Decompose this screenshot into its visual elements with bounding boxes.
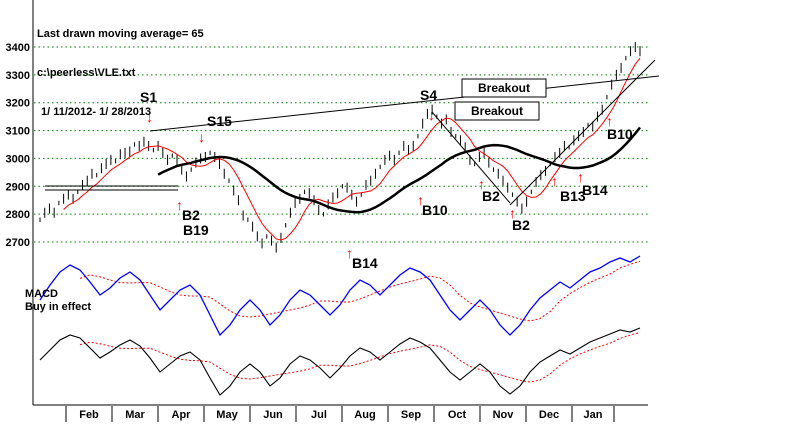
month-label-sep: Sep xyxy=(401,409,421,421)
svg-text:Breakout: Breakout xyxy=(478,81,530,95)
y-axis-labels: 3400 3300 3200 3100 3000 2900 2800 2700 xyxy=(6,42,30,249)
month-label-aug: Aug xyxy=(354,409,375,421)
price-gridlines xyxy=(34,46,648,243)
svg-text:3400: 3400 xyxy=(6,42,30,54)
month-label-jul: Jul xyxy=(311,409,327,421)
axes xyxy=(32,0,648,406)
signal-label-b2: B2 xyxy=(512,217,530,233)
month-label-dec: Dec xyxy=(539,409,559,421)
svg-text:Breakout: Breakout xyxy=(471,104,523,118)
buy-arrow-icon: ↑ xyxy=(577,169,584,185)
trendlines xyxy=(45,59,660,206)
signal-label-s4: S4 xyxy=(420,87,437,103)
signal-label-s15: S15 xyxy=(207,113,232,129)
header-moving-average-line: Last drawn moving average= 65 xyxy=(37,28,204,40)
signal-label-s1: S1 xyxy=(140,89,157,105)
buy-arrow-icon: ↑ xyxy=(606,113,613,129)
macd-label: MACD xyxy=(25,288,58,300)
buy-arrow-icon: ↑ xyxy=(417,192,424,208)
month-axis: Feb Mar Apr May Jun Jul Aug Sep Oct Nov Dec Jan xyxy=(65,406,615,422)
breakout-callouts: Breakout Breakout xyxy=(454,78,547,121)
breakout-box xyxy=(461,78,547,98)
moving-average-lines xyxy=(63,57,641,241)
month-label-mar: Mar xyxy=(125,409,145,421)
signal-label-b14: B14 xyxy=(582,182,608,198)
buy-arrow-icon: ↑ xyxy=(551,173,558,189)
buy-arrow-icon: ↑ xyxy=(509,205,516,221)
signal-label-b10: B10 xyxy=(422,202,448,218)
month-label-feb: Feb xyxy=(79,409,99,421)
signal-label-b14: B14 xyxy=(352,255,378,271)
svg-text:3100: 3100 xyxy=(6,126,30,138)
signal-label-b2: B2 xyxy=(482,188,500,204)
sell-arrow-icon: ↓ xyxy=(428,107,435,123)
sell-arrow-icon: ↓ xyxy=(198,129,205,145)
breakout-box xyxy=(454,101,540,121)
month-label-jan: Jan xyxy=(584,409,603,421)
svg-text:3300: 3300 xyxy=(6,70,30,82)
month-label-nov: Nov xyxy=(493,409,515,421)
svg-text:3000: 3000 xyxy=(6,153,30,165)
signal-label-b10: B10 xyxy=(607,126,633,142)
svg-text:3200: 3200 xyxy=(6,98,30,110)
buy-arrow-icon: ↑ xyxy=(346,245,353,261)
chart-header: Last drawn moving average= 65 c:\peerles… xyxy=(37,2,204,145)
buy-arrow-icon: ↑ xyxy=(478,176,485,192)
signal-label-b2: B2 xyxy=(182,207,200,223)
month-label-jun: Jun xyxy=(263,409,283,421)
month-label-apr: Apr xyxy=(172,409,192,421)
header-date-range: 1/ 11/2012- 1/ 28/2013 xyxy=(41,106,152,118)
svg-text:2900: 2900 xyxy=(6,181,30,193)
signal-label-b13: B13 xyxy=(560,188,586,204)
sell-arrow-icon: ↓ xyxy=(146,109,153,125)
month-label-may: May xyxy=(216,409,238,421)
macd-status-label: Buy in effect xyxy=(25,301,91,313)
month-label-oct: Oct xyxy=(448,409,467,421)
buy-arrow-icon: ↑ xyxy=(176,197,183,213)
svg-text:2800: 2800 xyxy=(6,209,30,221)
svg-text:2700: 2700 xyxy=(6,237,30,249)
signal-label-b19: B19 xyxy=(183,222,209,238)
header-file-path: c:\peerless\VLE.txt xyxy=(37,67,136,79)
